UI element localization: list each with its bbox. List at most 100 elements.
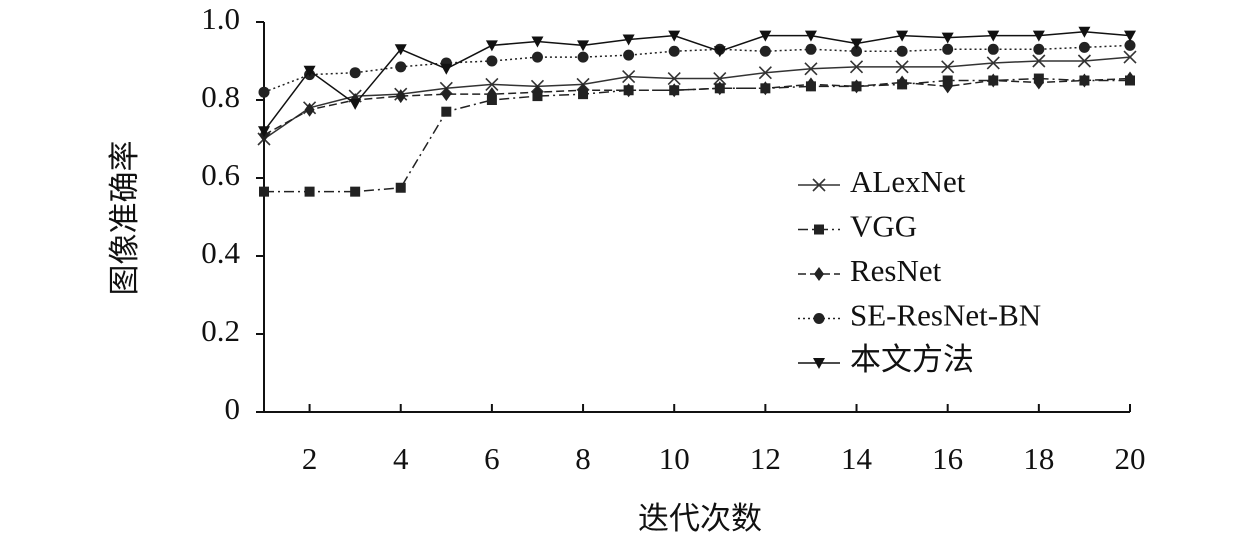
data-point bbox=[304, 186, 315, 197]
x-axis-label: 迭代次数 bbox=[638, 501, 762, 536]
data-point bbox=[304, 102, 315, 117]
data-point bbox=[1123, 50, 1137, 64]
y-tick-label: 0 bbox=[225, 391, 241, 426]
data-point bbox=[1124, 30, 1136, 42]
legend-marker bbox=[813, 313, 825, 324]
data-point bbox=[1079, 73, 1090, 88]
data-point bbox=[760, 81, 771, 96]
legend-marker bbox=[814, 267, 824, 281]
data-point bbox=[350, 186, 361, 197]
data-point bbox=[349, 98, 362, 110]
data-point bbox=[804, 30, 817, 42]
data-point bbox=[577, 51, 589, 63]
data-point bbox=[578, 83, 589, 98]
data-point bbox=[850, 38, 863, 50]
legend-label: ResNet bbox=[850, 253, 942, 288]
data-point bbox=[441, 106, 452, 117]
data-point bbox=[395, 89, 406, 104]
data-point bbox=[258, 126, 270, 138]
y-axis-label: 图像准确率 bbox=[107, 141, 142, 296]
data-point bbox=[941, 32, 954, 44]
data-point bbox=[622, 70, 636, 84]
legend-marker bbox=[812, 178, 826, 192]
x-tick-label: 6 bbox=[484, 441, 500, 476]
legend-label: 本文方法 bbox=[850, 342, 974, 377]
data-point bbox=[485, 40, 498, 52]
data-point bbox=[988, 73, 999, 88]
legend-marker bbox=[814, 224, 824, 235]
data-point bbox=[805, 43, 817, 55]
data-point bbox=[713, 71, 727, 86]
x-tick-label: 10 bbox=[659, 441, 690, 476]
data-point bbox=[441, 87, 452, 102]
data-point bbox=[714, 81, 725, 96]
series-line bbox=[263, 56, 1131, 140]
data-point bbox=[259, 186, 269, 197]
data-point bbox=[440, 63, 453, 75]
data-point bbox=[895, 60, 909, 74]
data-point bbox=[395, 61, 407, 73]
data-point bbox=[1033, 75, 1044, 90]
series-line bbox=[263, 44, 1131, 93]
y-tick-label: 1.0 bbox=[201, 1, 240, 36]
y-tick-label: 0.6 bbox=[201, 157, 240, 192]
data-point bbox=[942, 43, 954, 55]
legend-label: VGG bbox=[850, 209, 917, 244]
data-point bbox=[1032, 54, 1046, 68]
data-point bbox=[669, 83, 680, 98]
data-point bbox=[485, 77, 499, 91]
data-point bbox=[759, 30, 772, 42]
data-point bbox=[896, 30, 909, 42]
data-point bbox=[1125, 71, 1135, 86]
legend-marker bbox=[813, 358, 825, 369]
data-point bbox=[623, 49, 635, 61]
data-point bbox=[486, 55, 498, 67]
data-point bbox=[1077, 54, 1091, 68]
x-tick-label: 14 bbox=[841, 441, 873, 476]
data-point bbox=[1078, 41, 1090, 53]
data-point bbox=[667, 71, 681, 86]
x-tick-label: 18 bbox=[1023, 441, 1054, 476]
series-line bbox=[263, 77, 1131, 136]
x-tick-label: 12 bbox=[750, 441, 781, 476]
data-point bbox=[258, 86, 270, 98]
data-point bbox=[349, 67, 361, 79]
data-point bbox=[897, 75, 908, 90]
data-point bbox=[987, 43, 999, 55]
data-point bbox=[668, 45, 680, 57]
data-point bbox=[531, 36, 544, 48]
y-tick-label: 0.4 bbox=[201, 235, 240, 270]
data-point bbox=[758, 66, 772, 80]
legend-label: ALexNet bbox=[850, 164, 966, 199]
data-point bbox=[986, 56, 1000, 70]
data-point bbox=[851, 45, 863, 57]
data-point bbox=[622, 34, 635, 46]
x-tick-label: 4 bbox=[393, 441, 409, 476]
data-point bbox=[623, 83, 634, 98]
y-tick-label: 0.2 bbox=[201, 313, 240, 348]
data-point bbox=[713, 46, 726, 58]
data-point bbox=[1033, 43, 1045, 55]
data-point bbox=[394, 44, 407, 56]
data-point bbox=[759, 45, 771, 57]
x-tick-label: 20 bbox=[1115, 441, 1146, 476]
data-point bbox=[851, 79, 862, 94]
data-point bbox=[896, 45, 908, 57]
data-point bbox=[303, 65, 316, 77]
data-point bbox=[942, 79, 953, 94]
x-tick-label: 16 bbox=[932, 441, 963, 476]
data-point bbox=[395, 182, 406, 193]
data-point bbox=[804, 62, 818, 76]
data-point bbox=[987, 30, 1000, 42]
series-line bbox=[264, 77, 1130, 193]
data-point bbox=[531, 51, 543, 63]
x-tick-label: 8 bbox=[575, 441, 591, 476]
data-point bbox=[1032, 30, 1045, 42]
data-point bbox=[532, 85, 543, 100]
data-point bbox=[1078, 26, 1091, 38]
data-point bbox=[577, 40, 590, 52]
data-point bbox=[1124, 39, 1136, 51]
data-point bbox=[805, 77, 816, 92]
data-point bbox=[941, 60, 955, 74]
